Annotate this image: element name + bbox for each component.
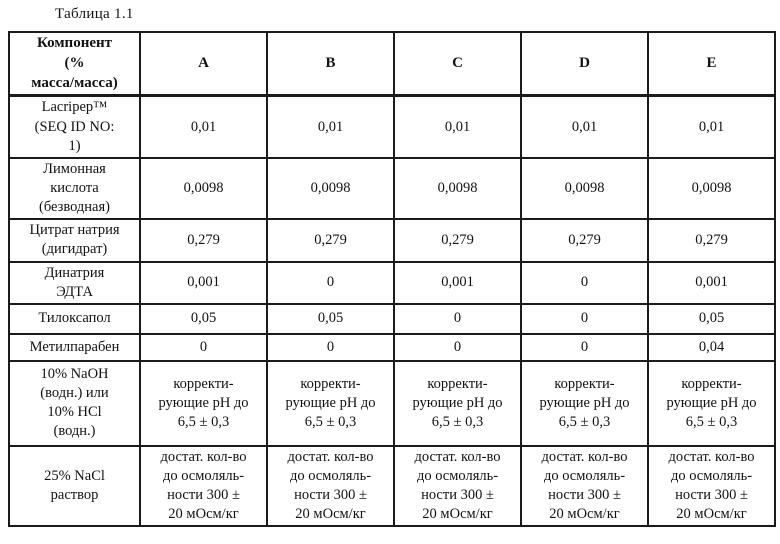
cell-value: 0 xyxy=(139,332,268,362)
cell-value: достат. кол-во до осмоляль- ности 300 ± … xyxy=(520,444,649,528)
cell-value: достат. кол-во до осмоляль- ности 300 ± … xyxy=(139,444,268,528)
cell-value: достат. кол-во до осмоляль- ности 300 ± … xyxy=(266,444,395,528)
cell-value: достат. кол-во до осмоляль- ности 300 ± … xyxy=(393,444,522,528)
cell-value: 0,0098 xyxy=(139,156,268,221)
cell-value: корректи- рующие pH до 6,5 ± 0,3 xyxy=(139,359,268,447)
table-row-nacl: 25% NaCl раствор достат. кол-во до осмол… xyxy=(8,444,776,528)
cell-value: 0,01 xyxy=(139,94,268,159)
cell-value: 0 xyxy=(520,302,649,335)
cell-value: корректи- рующие pH до 6,5 ± 0,3 xyxy=(266,359,395,447)
table-row-edta: Динатрия ЭДТА 0,001 0 0,001 0 0,001 xyxy=(8,260,776,305)
column-header-component: Компонент (% масса/масса) xyxy=(8,31,141,98)
cell-value: 0,279 xyxy=(647,218,776,263)
table-row-citric-acid: Лимонная кислота (безводная) 0,0098 0,00… xyxy=(8,156,776,221)
cell-value: корректи- рующие pH до 6,5 ± 0,3 xyxy=(647,359,776,447)
cell-value: корректи- рующие pH до 6,5 ± 0,3 xyxy=(520,359,649,447)
cell-value: 0 xyxy=(393,302,522,335)
cell-value: 0,0098 xyxy=(393,156,522,221)
table-row-tyloxapol: Тилоксапол 0,05 0,05 0 0 0,05 xyxy=(8,302,776,335)
cell-value: 0,05 xyxy=(647,302,776,335)
row-label: 10% NaOH (водн.) или 10% HCl (водн.) xyxy=(8,359,141,447)
cell-value: 0,01 xyxy=(520,94,649,159)
row-label: Метилпарабен xyxy=(8,332,141,362)
cell-value: 0 xyxy=(520,332,649,362)
formulation-table: Компонент (% масса/масса) A B C D E Lacr… xyxy=(8,31,776,528)
table-row-lacripep: Lacripep™ (SEQ ID NO: 1) 0,01 0,01 0,01 … xyxy=(8,94,776,159)
row-label: Тилоксапол xyxy=(8,302,141,335)
cell-value: 0,279 xyxy=(520,218,649,263)
cell-value: 0,05 xyxy=(266,302,395,335)
column-header-c: C xyxy=(393,31,522,98)
cell-value: 0,279 xyxy=(266,218,395,263)
row-label: 25% NaCl раствор xyxy=(8,444,141,528)
column-header-e: E xyxy=(647,31,776,98)
row-label: Лимонная кислота (безводная) xyxy=(8,156,141,221)
table-row-naoh-hcl: 10% NaOH (водн.) или 10% HCl (водн.) кор… xyxy=(8,359,776,447)
cell-value: 0,05 xyxy=(139,302,268,335)
cell-value: 0 xyxy=(520,260,649,305)
cell-value: 0 xyxy=(266,332,395,362)
cell-value: 0,01 xyxy=(393,94,522,159)
cell-value: 0,279 xyxy=(393,218,522,263)
column-header-d: D xyxy=(520,31,649,98)
row-label: Динатрия ЭДТА xyxy=(8,260,141,305)
cell-value: 0 xyxy=(393,332,522,362)
cell-value: 0,0098 xyxy=(266,156,395,221)
table-row-methylparaben: Метилпарабен 0 0 0 0 0,04 xyxy=(8,332,776,362)
cell-value: 0,01 xyxy=(647,94,776,159)
table-caption: Таблица 1.1 xyxy=(55,6,134,22)
cell-value: 0,001 xyxy=(139,260,268,305)
header-row: Компонент (% масса/масса) A B C D E xyxy=(8,31,776,98)
cell-value: 0,001 xyxy=(647,260,776,305)
cell-value: 0,04 xyxy=(647,332,776,362)
cell-value: корректи- рующие pH до 6,5 ± 0,3 xyxy=(393,359,522,447)
cell-value: 0,279 xyxy=(139,218,268,263)
row-label: Цитрат натрия (дигидрат) xyxy=(8,218,141,263)
column-header-a: A xyxy=(139,31,268,98)
column-header-b: B xyxy=(266,31,395,98)
table-row-sodium-citrate: Цитрат натрия (дигидрат) 0,279 0,279 0,2… xyxy=(8,218,776,263)
cell-value: 0,01 xyxy=(266,94,395,159)
cell-value: достат. кол-во до осмоляль- ности 300 ± … xyxy=(647,444,776,528)
cell-value: 0 xyxy=(266,260,395,305)
row-label: Lacripep™ (SEQ ID NO: 1) xyxy=(8,94,141,159)
cell-value: 0,0098 xyxy=(647,156,776,221)
cell-value: 0,001 xyxy=(393,260,522,305)
cell-value: 0,0098 xyxy=(520,156,649,221)
